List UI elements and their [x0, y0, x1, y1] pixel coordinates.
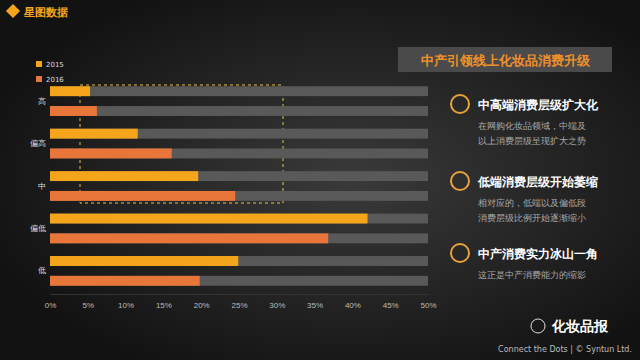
- bar: [50, 214, 368, 224]
- track: [50, 106, 428, 116]
- annotation-text: 这正是中产消费能力的缩影: [478, 270, 586, 280]
- legend-item: 2015: [36, 61, 64, 69]
- annotation-text: 以上消费层级呈现扩大之势: [478, 136, 586, 146]
- legend-label: 2015: [46, 61, 64, 69]
- legend-label: 2016: [46, 76, 64, 84]
- track: [50, 129, 428, 139]
- x-axis-line: [51, 294, 429, 295]
- bar: [50, 106, 97, 116]
- footer: Connect the Dots | © Syntun Ltd.: [498, 345, 632, 354]
- annotation-icon: [451, 95, 469, 113]
- track: [50, 276, 428, 286]
- y-tick-label: 低: [38, 266, 46, 275]
- track: [50, 214, 428, 224]
- legend-swatch: [36, 76, 42, 82]
- chart: 星图数据 0% 5% 10% 15% 20% 25% 30% 35% 40% 45% 50% 高偏高中偏…: [0, 0, 640, 360]
- x-tick-label: 15%: [156, 301, 172, 310]
- annotation-text: 消费层级比例开始逐渐缩小: [478, 213, 586, 223]
- annotation-title: 中产消费实力冰山一角: [478, 247, 598, 261]
- x-tick-label: 30%: [269, 301, 285, 310]
- track: [50, 256, 428, 266]
- bar: [50, 129, 138, 139]
- track: [50, 86, 428, 96]
- title-box: [398, 47, 612, 72]
- x-axis: 0% 5% 10% 15% 20% 25% 30% 35% 40% 45% 50%: [45, 294, 437, 310]
- annotation-icon: [451, 244, 469, 262]
- track: [50, 233, 428, 243]
- bar: [50, 191, 235, 201]
- logo: 星图数据: [23, 6, 68, 19]
- x-tick: 0%: [45, 294, 57, 310]
- x-tick: 50%: [420, 294, 436, 310]
- track: [50, 191, 428, 201]
- x-tick-label: 0%: [45, 301, 57, 310]
- background: [0, 0, 640, 360]
- track: [50, 171, 428, 181]
- x-tick-label: 10%: [118, 301, 134, 310]
- x-tick-label: 35%: [307, 301, 323, 310]
- bar: [50, 171, 198, 181]
- watermark-icon: [531, 319, 545, 333]
- bar: [50, 276, 200, 286]
- y-tick: 偏高: [30, 139, 50, 148]
- x-tick: 5%: [83, 294, 95, 310]
- x-tick: 20%: [194, 294, 210, 310]
- annotation-text: 在网购化妆品领域，中端及: [478, 121, 586, 131]
- x-tick-label: 5%: [83, 301, 95, 310]
- track: [50, 149, 428, 159]
- watermark: 化妆品报: [551, 318, 609, 334]
- y-tick: 中: [38, 182, 50, 191]
- bar: [50, 86, 90, 96]
- x-tick-label: 40%: [345, 301, 361, 310]
- legend-swatch: [36, 61, 42, 67]
- y-tick: 高: [38, 97, 50, 106]
- annotation-text: 相对应的，低端以及偏低段: [478, 198, 586, 208]
- x-tick: 35%: [307, 294, 323, 310]
- y-tick-label: 中: [38, 182, 46, 191]
- x-tick-label: 20%: [194, 301, 210, 310]
- x-tick-label: 45%: [383, 301, 399, 310]
- highlight-box: [80, 85, 283, 203]
- y-tick: 低: [38, 266, 50, 275]
- bar: [50, 256, 238, 266]
- y-tick-label: 偏低: [30, 224, 46, 233]
- x-tick: 40%: [345, 294, 361, 310]
- bar: [50, 149, 172, 159]
- x-tick: 25%: [231, 294, 247, 310]
- y-tick-label: 偏高: [30, 139, 46, 148]
- legend-item: 2016: [36, 76, 64, 84]
- y-axis: 高偏高中偏低低: [30, 97, 50, 276]
- x-tick: 45%: [383, 294, 399, 310]
- annotation-title: 中高端消费层级扩大化: [478, 98, 599, 112]
- x-tick-label: 50%: [420, 301, 436, 310]
- plot-area: [50, 86, 428, 286]
- x-tick: 10%: [118, 294, 134, 310]
- title: 中产引领线上化妆品消费升级: [421, 53, 591, 68]
- x-tick: 15%: [156, 294, 172, 310]
- y-tick: 偏低: [30, 224, 50, 233]
- bar: [50, 233, 328, 243]
- x-tick: 30%: [269, 294, 285, 310]
- annotation-title: 低端消费层级开始萎缩: [477, 175, 598, 189]
- x-tick-label: 25%: [231, 301, 247, 310]
- y-tick-label: 高: [38, 97, 46, 106]
- logo-icon: [6, 4, 20, 18]
- annotation-icon: [451, 172, 469, 190]
